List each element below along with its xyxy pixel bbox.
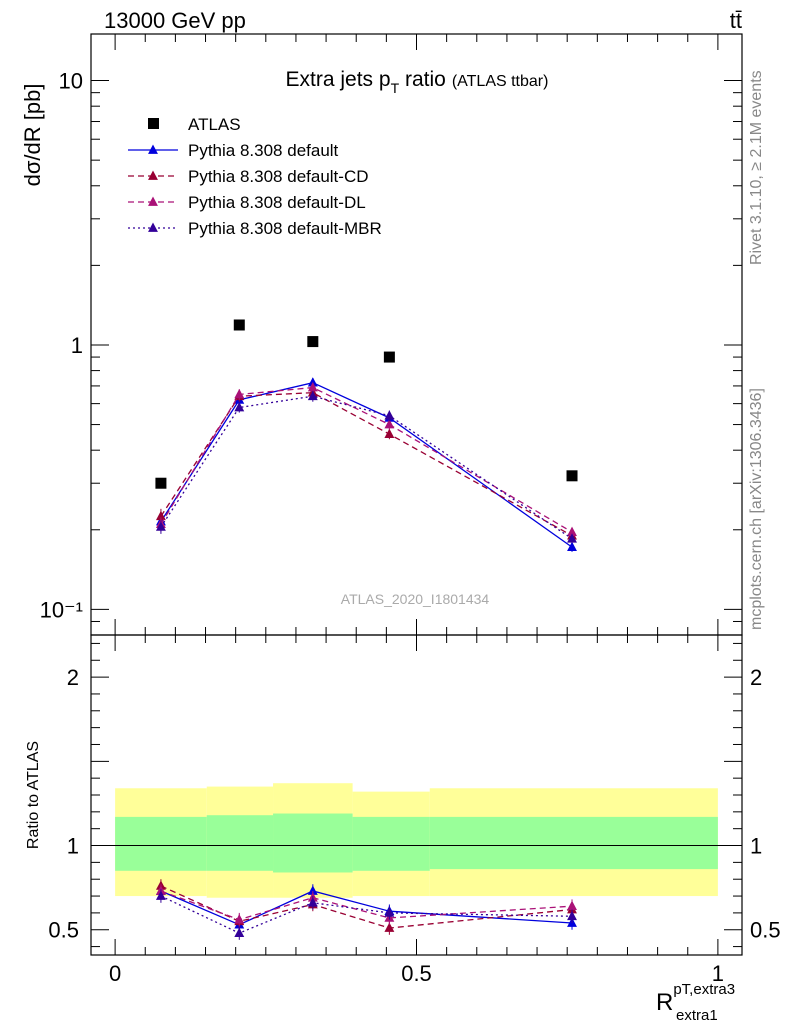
ratio-point-mbr (384, 907, 395, 917)
ratio-y-tick-label: 1 (67, 834, 79, 859)
ratio-y-tick-label: 0.5 (48, 918, 79, 943)
series-line-cd (160, 392, 573, 537)
legend-label-cd: Pythia 8.308 default-CD (188, 167, 369, 186)
point-dl (567, 526, 577, 536)
x-axis-label: RpT,extra3 extra1 (656, 981, 735, 1024)
point-dl (384, 419, 395, 429)
analysis-watermark: ATLAS_2020_I1801434 (341, 591, 490, 607)
point-def (567, 541, 577, 551)
ratio-y-tick-label: 2 (67, 665, 79, 690)
point-dl (307, 382, 318, 392)
series-line-mbr (160, 395, 573, 540)
y-axis-label: dσ/dR [pb] (20, 84, 45, 187)
energy-label: 13000 GeV pp (104, 8, 246, 33)
ratio-y-tick-label-right: 0.5 (750, 918, 781, 943)
process-label: tt̄ (730, 8, 742, 33)
ratio-point-mbr (307, 897, 318, 907)
data-series (155, 319, 578, 940)
ratio-band-inner (352, 816, 430, 871)
y-tick-label: 10 (59, 69, 83, 94)
legend-marker-def (148, 144, 158, 154)
legend-marker-dl (148, 196, 158, 206)
point-atlas (307, 336, 319, 348)
y-tick-label: 1 (71, 333, 83, 358)
ratio-point-cd (384, 922, 395, 932)
point-mbr (384, 410, 395, 420)
legend-marker-cd (148, 170, 158, 180)
ratio-band-inner (206, 815, 274, 871)
point-atlas (155, 477, 167, 489)
ratio-band-inner (429, 816, 718, 870)
y-tick-label: 10⁻¹ (40, 597, 83, 622)
legend-label-dl: Pythia 8.308 default-DL (188, 193, 366, 212)
x-tick-label: 0.5 (401, 961, 432, 986)
ratio-point-def (307, 885, 318, 895)
legend-label-def: Pythia 8.308 default (188, 141, 339, 160)
ratio-y-tick-label-right: 2 (750, 665, 762, 690)
point-atlas (383, 351, 395, 363)
point-dl (234, 388, 245, 399)
ratio-point-dl (234, 914, 245, 924)
point-mbr (234, 402, 245, 412)
series-line-dl (160, 386, 573, 533)
point-mbr (567, 533, 577, 543)
legend-marker-mbr (148, 222, 158, 232)
series-line-def (160, 382, 573, 548)
uncertainty-bands (91, 783, 742, 898)
ratio-point-mbr (567, 910, 577, 921)
x-tick-label: 1 (712, 961, 724, 986)
ratio-line-mbr (160, 895, 573, 934)
ratio-point-mbr (155, 890, 166, 900)
legend-label-atlas: ATLAS (188, 115, 241, 134)
plot-title: Extra jets pT ratio (ATLAS ttbar) (286, 68, 549, 96)
x-tick-label: 0 (109, 961, 121, 986)
ratio-band-inner (115, 816, 207, 871)
rivet-version: Rivet 3.1.10, ≥ 2.1M events (748, 70, 765, 265)
point-atlas (566, 470, 578, 482)
legend-marker-atlas (148, 118, 159, 129)
ratio-point-mbr (234, 927, 245, 937)
point-cd (155, 510, 166, 521)
ratio-y-tick-label-right: 1 (750, 834, 762, 859)
ratio-band-inner (273, 813, 353, 873)
ratio-y-axis-label: Ratio to ATLAS (25, 741, 42, 849)
point-mbr (307, 390, 318, 401)
legend: ATLAS Pythia 8.308 default Pythia 8.308 de… (128, 115, 382, 238)
axis-ticks: 0 0.5 1 10 1 10⁻¹ 2 2 1 1 0.5 0.5 (40, 34, 781, 986)
ratio-point-dl (567, 900, 577, 911)
point-atlas (233, 319, 245, 331)
point-cd (384, 428, 395, 438)
legend-label-mbr: Pythia 8.308 default-MBR (188, 219, 382, 238)
point-mbr (155, 521, 166, 531)
point-def (307, 377, 318, 387)
mcplots-reference: mcplots.cern.ch [arXiv:1306.3436] (748, 388, 765, 630)
